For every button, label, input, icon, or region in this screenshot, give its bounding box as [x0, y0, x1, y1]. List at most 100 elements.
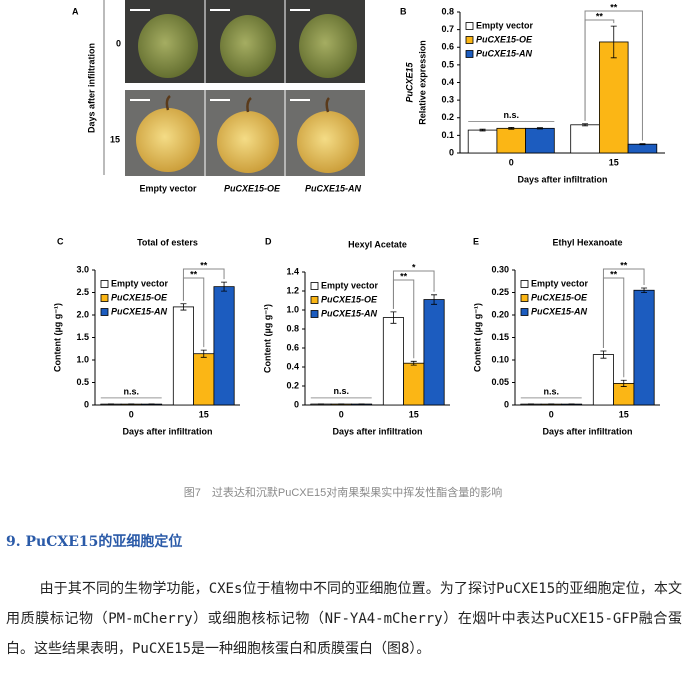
y-tick-label: 0.3 [441, 95, 454, 105]
legend-swatch [465, 22, 474, 30]
x-tick-label: 15 [409, 409, 419, 419]
y-tick-label: 0 [449, 147, 454, 157]
y-tick-label: 0.6 [286, 342, 299, 352]
legend-swatch [100, 280, 109, 288]
bar [599, 41, 629, 154]
legend-label: Empty vector [321, 280, 379, 290]
legend-swatch [100, 308, 109, 316]
annotation: ** [190, 269, 198, 279]
legend-label: PuCXE15-OE [111, 292, 168, 302]
legend-label: PuCXE15-AN [321, 308, 378, 318]
y-tick-label: 0.25 [491, 287, 509, 297]
legend-label: PuCXE15-AN [111, 306, 168, 316]
y-axis-label: Relative expression [417, 40, 427, 125]
significance-bracket [584, 10, 643, 141]
y-tick-label: 0.5 [76, 377, 89, 387]
legend-label: Empty vector [111, 278, 169, 288]
panel-a-ylabel: Days after infiltration [86, 43, 96, 133]
y-tick-label: 0.5 [441, 59, 454, 69]
x-axis-label: Days after infiltration [332, 426, 422, 436]
bar [213, 286, 235, 406]
y-tick-label: 3.0 [76, 264, 89, 274]
bar [627, 143, 658, 154]
annotation: n.s. [333, 386, 349, 396]
y-tick-label: 0.7 [441, 24, 454, 34]
y-tick-label: 0.05 [491, 377, 509, 387]
x-tick-label: 15 [609, 157, 619, 167]
column-label: PuCXE15-AN [305, 183, 362, 193]
chart-title: Hexyl Acetate [348, 239, 407, 249]
x-axis-label: Days after infiltration [517, 174, 607, 184]
error-bar [221, 281, 228, 292]
y-tick-label: 0.4 [286, 361, 299, 371]
y-axis-label: Content (µg g⁻¹) [472, 303, 482, 372]
x-tick-label: 0 [339, 409, 344, 419]
panel-letter: D [265, 236, 272, 246]
panel-letter: C [57, 236, 64, 246]
error-bar [610, 25, 617, 59]
annotation: * [412, 262, 416, 272]
x-axis-label: Days after infiltration [122, 426, 212, 436]
significance-bracket [392, 270, 435, 309]
significance-bracket [602, 268, 645, 348]
chart-title: Total of esters [137, 237, 198, 247]
panel-letter: E [473, 236, 479, 246]
error-bar [200, 349, 207, 358]
y-tick-label: 0.2 [441, 112, 454, 122]
bar [592, 354, 614, 406]
legend-label: Empty vector [476, 20, 534, 30]
legend-swatch [310, 310, 319, 318]
error-bar [582, 123, 589, 127]
y-tick-label: 0.1 [441, 130, 454, 140]
caption: 图7 过表达和沉默PuCXE15对南果梨果实中挥发性酯含量的影响 [183, 487, 503, 499]
bar [382, 317, 404, 406]
y-tick-label: 0 [504, 399, 509, 409]
legend-label: PuCXE15-AN [531, 306, 588, 316]
column-label: Empty vector [139, 183, 197, 193]
legend-label: PuCXE15-OE [476, 34, 533, 44]
error-bar [620, 379, 627, 387]
bar [633, 289, 655, 406]
y-axis-label: PuCXE15 [404, 62, 414, 103]
annotation: n.s. [543, 386, 559, 396]
y-tick-label: 0.8 [441, 6, 454, 16]
error-bar [639, 143, 646, 146]
y-axis-label: Content (µg g⁻¹) [262, 304, 272, 373]
x-axis-label: Days after infiltration [542, 426, 632, 436]
error-bar [410, 360, 417, 366]
y-tick-label: 1.5 [76, 332, 89, 342]
y-tick-label: 0.20 [491, 309, 509, 319]
paragraph: 由于其不同的生物学功能，CXEs位于植物中不同的亚细胞位置。为了探讨PuCXE1… [6, 581, 682, 657]
legend-swatch [100, 294, 109, 302]
photos [125, 0, 365, 176]
annotation: n.s. [123, 386, 139, 396]
y-tick-label: 2.5 [76, 287, 89, 297]
legend-label: PuCXE15-OE [321, 294, 378, 304]
significance-bracket [182, 268, 225, 301]
annotation: ** [596, 11, 604, 21]
y-tick-label: 0 [294, 399, 299, 409]
y-tick-label: 0.15 [491, 332, 509, 342]
bar [193, 353, 215, 406]
error-bar [600, 350, 607, 359]
y-tick-label: 0.4 [441, 77, 454, 87]
legend-swatch [310, 282, 319, 290]
annotation: ** [400, 271, 408, 281]
y-tick-label: 0.30 [491, 264, 509, 274]
error-bar [641, 287, 648, 293]
panel-letter: A [72, 6, 79, 16]
column-label: PuCXE15-OE [224, 183, 281, 193]
legend-swatch [520, 308, 529, 316]
y-tick-label: 0.10 [491, 354, 509, 364]
y-tick-label: 1.2 [286, 285, 299, 295]
annotation: ** [620, 260, 628, 270]
x-tick-label: 0 [549, 409, 554, 419]
y-tick-label: 0.8 [286, 323, 299, 333]
error-bar [431, 294, 438, 305]
x-tick-label: 15 [619, 409, 629, 419]
legend-swatch [520, 294, 529, 302]
y-tick-label: 1.0 [286, 304, 299, 314]
error-bar [536, 127, 543, 130]
bar [496, 127, 526, 154]
